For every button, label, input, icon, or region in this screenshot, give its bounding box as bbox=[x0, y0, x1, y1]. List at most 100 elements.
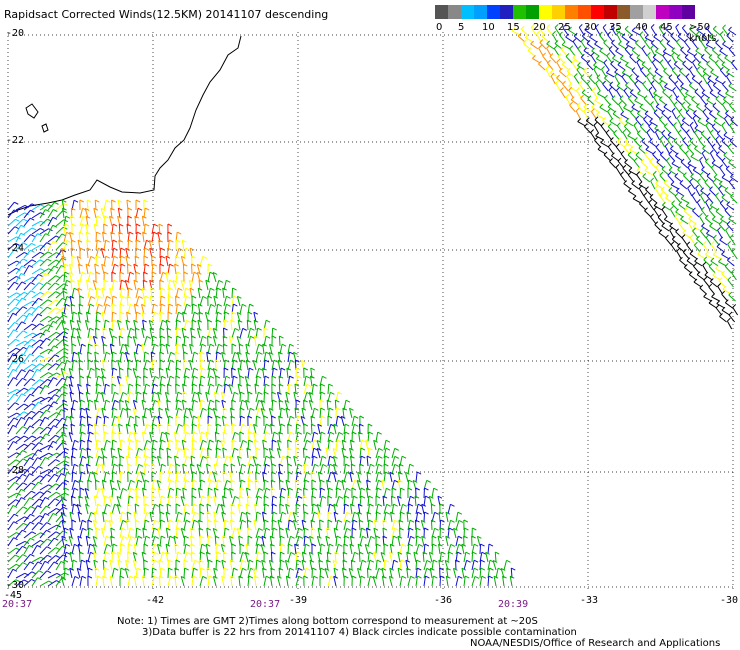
wind-barb bbox=[295, 439, 300, 443]
wind-barb bbox=[655, 103, 660, 108]
wind-barb bbox=[240, 407, 245, 411]
wind-barb bbox=[343, 528, 348, 539]
wind-barb bbox=[62, 498, 67, 501]
wind-barb bbox=[129, 231, 134, 235]
wind-barb bbox=[341, 479, 347, 483]
wind-barb bbox=[193, 503, 198, 507]
wind-barb bbox=[659, 80, 663, 84]
wind-barb bbox=[246, 383, 251, 387]
wind-barb bbox=[135, 415, 140, 419]
wind-barb bbox=[230, 519, 235, 523]
wind-barb bbox=[165, 432, 169, 443]
wind-barb bbox=[15, 378, 23, 387]
wind-barb bbox=[88, 399, 94, 403]
wind-barb bbox=[308, 400, 313, 411]
wind-barb bbox=[472, 527, 477, 531]
wind-barb bbox=[12, 504, 18, 508]
wind-barb bbox=[311, 440, 315, 451]
wind-barb bbox=[685, 109, 690, 113]
wind-barb bbox=[24, 516, 29, 520]
wind-barb bbox=[30, 466, 35, 470]
wind-barb bbox=[644, 41, 651, 50]
wind-barb bbox=[161, 535, 166, 539]
wind-barb bbox=[385, 439, 391, 443]
wind-barb bbox=[210, 287, 215, 291]
wind-barb bbox=[709, 113, 717, 120]
wind-barb bbox=[715, 136, 720, 140]
wind-barb bbox=[382, 535, 388, 539]
wind-barb bbox=[40, 244, 45, 248]
wind-barb bbox=[201, 543, 207, 547]
wind-barb bbox=[253, 320, 257, 331]
wind-barb bbox=[70, 215, 75, 219]
wind-barb bbox=[487, 543, 490, 555]
wind-barb bbox=[143, 512, 148, 523]
wind-barb bbox=[603, 39, 608, 44]
wind-barb bbox=[193, 351, 199, 355]
wind-barb bbox=[193, 367, 199, 371]
wind-barb bbox=[61, 519, 67, 523]
wind-barb bbox=[238, 343, 241, 355]
wind-barb bbox=[81, 559, 86, 563]
wind-barb bbox=[23, 353, 31, 363]
wind-barb bbox=[152, 335, 157, 339]
wind-barb bbox=[668, 150, 673, 155]
wind-barb bbox=[298, 575, 303, 579]
wind-barb bbox=[62, 423, 65, 435]
wind-barb bbox=[160, 567, 166, 571]
wind-barb bbox=[719, 164, 723, 168]
wind-barb bbox=[127, 528, 131, 539]
wind-barb bbox=[234, 447, 239, 451]
wind-barb bbox=[200, 479, 206, 483]
wind-barb bbox=[673, 125, 679, 134]
wind-barb bbox=[713, 117, 718, 122]
wind-barb bbox=[23, 243, 32, 251]
wind-barb bbox=[184, 535, 189, 539]
wind-barb bbox=[303, 575, 309, 579]
wind-barb bbox=[238, 503, 243, 507]
wind-barb bbox=[31, 532, 41, 539]
wind-barb bbox=[47, 394, 56, 403]
wind-barb bbox=[198, 559, 201, 571]
wind-barb bbox=[94, 431, 100, 435]
wind-barb bbox=[561, 63, 570, 71]
wind-barb bbox=[593, 68, 599, 78]
wind-barb bbox=[357, 471, 362, 475]
wind-barb bbox=[666, 43, 675, 50]
wind-barb bbox=[293, 456, 297, 467]
wind-barb bbox=[65, 455, 70, 459]
wind-barb bbox=[506, 559, 511, 563]
wind-barb bbox=[87, 272, 91, 283]
wind-barb bbox=[87, 351, 92, 355]
wind-barb bbox=[31, 505, 38, 515]
wind-barb bbox=[175, 327, 178, 339]
wind-barb bbox=[101, 287, 107, 291]
wind-barb bbox=[321, 495, 327, 499]
wind-barb bbox=[109, 512, 113, 523]
wind-barb bbox=[218, 383, 223, 387]
wind-barb bbox=[95, 488, 100, 499]
wind-barb bbox=[719, 66, 724, 71]
wind-barb bbox=[29, 425, 35, 429]
wind-barb bbox=[241, 479, 246, 483]
wind-barb bbox=[671, 55, 677, 64]
wind-barb bbox=[723, 131, 728, 136]
wind-barb bbox=[590, 55, 597, 64]
wind-barb bbox=[337, 391, 343, 395]
wind-barb bbox=[125, 279, 130, 283]
wind-barb bbox=[192, 575, 198, 579]
wind-barb bbox=[89, 303, 95, 307]
wind-barb bbox=[487, 560, 491, 571]
wind-barb bbox=[126, 407, 131, 411]
wind-barb bbox=[127, 471, 132, 475]
wind-barb bbox=[71, 312, 74, 323]
wind-barb bbox=[591, 104, 595, 108]
wind-barb bbox=[524, 34, 529, 38]
wind-barb bbox=[103, 223, 108, 227]
wind-barb bbox=[166, 527, 171, 531]
wind-barb bbox=[600, 122, 605, 127]
wind-barb bbox=[161, 463, 167, 467]
wind-barb bbox=[7, 569, 14, 579]
wind-barb bbox=[73, 199, 79, 203]
wind-barb bbox=[629, 89, 634, 93]
